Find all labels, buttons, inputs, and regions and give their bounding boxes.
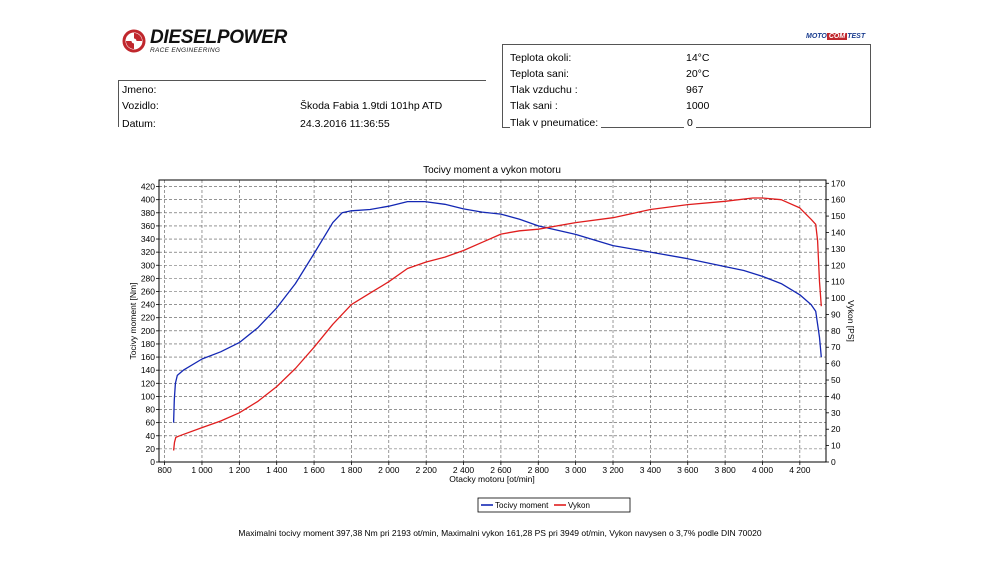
y-left-axis-label: Tocivy moment [Nm] <box>128 283 138 360</box>
condition-label-tlak-vzduchu: Tlak vzduchu : <box>510 84 578 96</box>
y-right-tick-label: 60 <box>831 359 841 369</box>
y-left-tick-label: 200 <box>141 326 155 336</box>
y-right-tick-label: 120 <box>831 260 845 270</box>
y-left-tick-label: 380 <box>141 208 155 218</box>
condition-value-tlak-sani: 1000 <box>686 100 710 112</box>
x-tick-label: 1 400 <box>266 465 288 475</box>
chart-ticks: 800 1 000 1 200 1 400 1 600 1 800 2 000 2 200 2 … <box>141 178 846 475</box>
badge-part-test: TEST <box>847 33 866 40</box>
y-left-tick-label: 320 <box>141 247 155 257</box>
x-tick-label: 1 000 <box>191 465 213 475</box>
y-left-tick-label: 60 <box>146 418 156 428</box>
legend-label-tocivy-moment: Tocivy moment <box>495 501 549 510</box>
y-left-tick-label: 100 <box>141 391 155 401</box>
x-tick-label: 4 000 <box>752 465 774 475</box>
y-right-tick-label: 90 <box>831 309 841 319</box>
condition-value-tlak-vzduchu: 967 <box>686 84 704 96</box>
y-right-tick-label: 150 <box>831 211 845 221</box>
x-tick-label: 4 200 <box>789 465 811 475</box>
y-right-tick-label: 110 <box>831 277 845 287</box>
vehicle-info-box <box>118 80 486 127</box>
y-left-tick-label: 360 <box>141 221 155 231</box>
y-left-tick-label: 400 <box>141 195 155 205</box>
chart-grid <box>159 180 826 463</box>
y-right-tick-label: 40 <box>831 391 841 401</box>
y-right-axis-label: Vykon [PS] <box>846 300 856 342</box>
chart-title: Tocivy moment a vykon motoru <box>423 165 561 176</box>
y-left-tick-label: 140 <box>141 365 155 375</box>
chart-legend: Tocivy moment Vykon <box>477 497 631 513</box>
x-tick-label: 2 600 <box>490 465 512 475</box>
y-right-tick-label: 170 <box>831 178 845 188</box>
y-left-tick-label: 420 <box>141 182 155 192</box>
y-left-tick-label: 260 <box>141 286 155 296</box>
y-left-tick-label: 240 <box>141 300 155 310</box>
y-right-tick-label: 80 <box>831 326 841 336</box>
x-tick-label: 2 400 <box>453 465 475 475</box>
y-right-tick-label: 50 <box>831 375 841 385</box>
x-tick-label: 1 800 <box>341 465 363 475</box>
series-line-vykon <box>172 197 822 451</box>
condition-value-teplota-okoli: 14°C <box>686 52 710 64</box>
x-tick-label: 3 400 <box>640 465 662 475</box>
x-tick-label: 3 200 <box>602 465 624 475</box>
x-axis-label: Otacky motoru [ot/min] <box>449 474 535 484</box>
condition-label-tlak-v-pneumatice: Tlak v pneumatice: <box>510 117 602 129</box>
y-left-tick-label: 160 <box>141 352 155 362</box>
badge-part-moto: MOTO <box>806 33 827 40</box>
chart-series <box>172 197 822 451</box>
y-right-tick-label: 70 <box>831 342 841 352</box>
x-tick-label: 2 000 <box>378 465 400 475</box>
condition-label-tlak-sani: Tlak sani : <box>510 100 558 112</box>
y-right-tick-label: 160 <box>831 195 845 205</box>
turbo-logo-icon <box>122 29 146 53</box>
legend-label-vykon: Vykon <box>568 501 590 510</box>
vozidlo-value: Škoda Fabia 1.9tdi 101hp ATD <box>300 100 443 112</box>
y-right-tick-label: 130 <box>831 244 845 254</box>
x-tick-label: 1 600 <box>303 465 325 475</box>
x-tick-label: 3 800 <box>714 465 736 475</box>
condition-label-teplota-okoli: Teplota okoli: <box>510 52 572 64</box>
y-left-tick-label: 340 <box>141 234 155 244</box>
logo-text: DIESELPOWER <box>150 27 288 48</box>
x-tick-label: 3 600 <box>677 465 699 475</box>
series-line-tocivy-moment <box>172 200 822 423</box>
y-right-tick-label: 10 <box>831 441 841 451</box>
condition-value-teplota-sani: 20°C <box>686 68 710 80</box>
y-left-tick-label: 120 <box>141 378 155 388</box>
jmeno-label: Jmeno: <box>122 84 157 96</box>
y-left-tick-label: 20 <box>146 444 156 454</box>
x-tick-label: 1 200 <box>229 465 251 475</box>
badge-part-com: COM <box>826 33 848 40</box>
condition-label-teplota-sani: Teplota sani: <box>510 68 569 80</box>
datum-value: 24.3.2016 11:36:55 <box>300 118 393 130</box>
y-left-tick-label: 80 <box>146 405 156 415</box>
dieselpower-logo: DIESELPOWER RACE ENGINEERING <box>122 27 287 59</box>
y-right-tick-label: 140 <box>831 227 845 237</box>
y-right-tick-label: 100 <box>831 293 845 303</box>
x-tick-label: 2 800 <box>528 465 550 475</box>
x-tick-label: 800 <box>158 465 172 475</box>
y-left-tick-label: 40 <box>146 431 156 441</box>
y-left-tick-label: 0 <box>150 457 155 467</box>
vozidlo-label: Vozidlo: <box>122 100 159 112</box>
y-right-tick-label: 30 <box>831 408 841 418</box>
datum-label: Datum: <box>122 118 159 130</box>
x-tick-label: 3 000 <box>565 465 587 475</box>
summary-footer: Maximalni tocivy moment 397,38 Nm pri 21… <box>238 528 762 538</box>
y-right-tick-label: 0 <box>831 457 836 467</box>
y-left-tick-label: 180 <box>141 339 155 349</box>
plot-frame <box>158 179 827 463</box>
logo-tagline: RACE ENGINEERING <box>150 47 221 54</box>
y-left-tick-label: 220 <box>141 313 155 323</box>
y-right-tick-label: 20 <box>831 424 841 434</box>
condition-value-tlak-v-pneumatice: 0 <box>684 117 696 129</box>
y-left-tick-label: 280 <box>141 273 155 283</box>
y-left-tick-label: 300 <box>141 260 155 270</box>
motocomtest-badge: MOTO COM TEST <box>806 33 865 40</box>
x-tick-label: 2 200 <box>416 465 438 475</box>
